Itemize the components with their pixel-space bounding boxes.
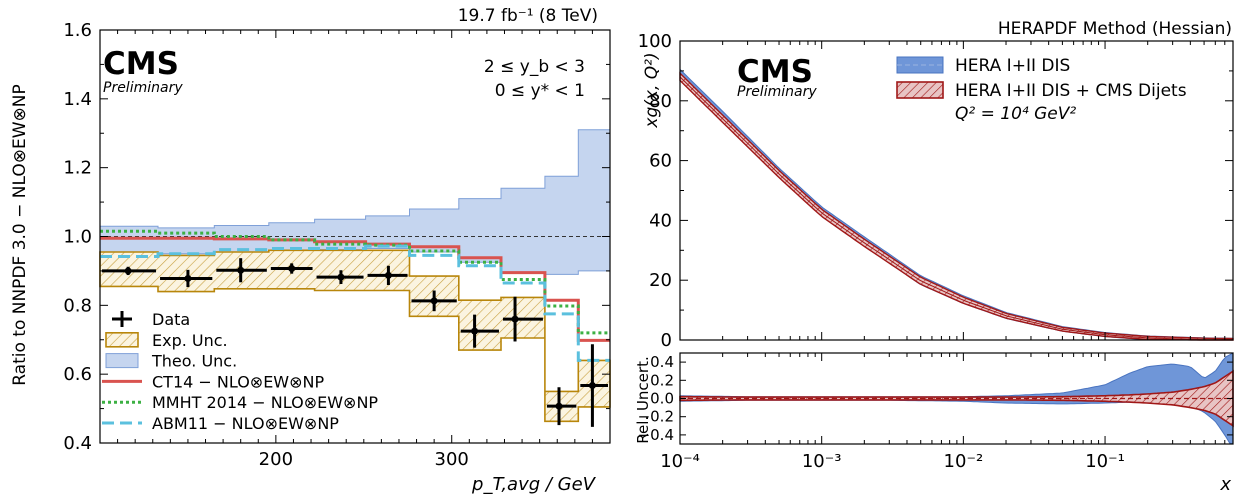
right-legend: HERA I+II DIS HERA I+II DIS + CMS Dijets [896, 56, 1187, 101]
legend-entry: Data [112, 310, 190, 329]
data-point [460, 314, 499, 348]
cms-logo-right: CMS [737, 54, 813, 90]
central-line-1 [679, 76, 1233, 341]
preliminary-right: Preliminary [737, 84, 817, 100]
rapidity-label-2: 0 ≤ y* < 1 [495, 81, 585, 101]
right-y-axis-label: xg(x, Q²) [642, 52, 662, 128]
data-point [411, 290, 457, 312]
q2-annotation: Q² = 10⁴ GeV² [955, 104, 1076, 124]
data-point [546, 387, 577, 426]
right-y-tick-label: 80 [649, 91, 672, 112]
right-y-tick-label: 60 [649, 151, 672, 172]
left-y-tick-label: 0.4 [63, 433, 92, 454]
ratio-y-tick-label: 0.4 [650, 353, 674, 371]
ratio-y-tick-label: 0.2 [650, 371, 674, 389]
data-point [270, 263, 313, 274]
ratio-y-axis-label: Rel. Uncert. [634, 356, 652, 443]
left-y-tick-label: 0.8 [63, 295, 92, 316]
legend-entry: Exp. Unc. [105, 331, 228, 350]
left-y-tick-label: 0.6 [63, 364, 92, 385]
right-x-tick-label: 10⁻² [944, 451, 984, 472]
legend-entry: HERA I+II DIS [896, 56, 1070, 76]
legend-entry: ABM11 − NLO⊗EW⊗NP [102, 414, 339, 433]
left-y-tick-label: 1.0 [63, 227, 92, 248]
preliminary-left: Preliminary [103, 80, 183, 96]
legend-entry: MMHT 2014 − NLO⊗EW⊗NP [102, 393, 378, 412]
data-point [102, 266, 157, 276]
series-line-2 [100, 244, 610, 362]
svg-text:HERA I+II DIS + CMS Dijets: HERA I+II DIS + CMS Dijets [955, 81, 1187, 101]
data-point [502, 296, 543, 342]
legend-entry: CT14 − NLO⊗EW⊗NP [102, 372, 325, 391]
rapidity-label-1: 2 ≤ y_b < 3 [484, 57, 585, 77]
left-chart: 0.4 0.6 0.8 1.0 1.2 1.4 1.6 200 300 19.7 fb⁻¹ (8… [10, 6, 611, 495]
left-y-tick-label: 1.6 [63, 20, 92, 41]
data-point [367, 265, 408, 286]
left-y-tick-label: 1.2 [63, 158, 92, 179]
svg-text:Theo. Unc.: Theo. Unc. [151, 352, 237, 371]
svg-text:ABM11 − NLO⊗EW⊗NP: ABM11 − NLO⊗EW⊗NP [152, 414, 339, 433]
right-y-tick-label: 20 [649, 270, 672, 291]
ratio-y-tick-label: −0.2 [638, 408, 674, 426]
legend-entry: Theo. Unc. [105, 352, 237, 371]
cms-logo-left: CMS [103, 46, 179, 82]
lumi-label: 19.7 fb⁻¹ (8 TeV) [458, 6, 598, 26]
data-point [580, 344, 608, 427]
svg-text:HERA I+II DIS: HERA I+II DIS [955, 56, 1070, 76]
left-y-tick-label: 1.4 [63, 89, 92, 110]
left-x-tick-label: 300 [435, 449, 469, 470]
left-x-tick-label: 200 [259, 449, 293, 470]
left-y-axis-label: Ratio to NNPDF 3.0 − NLO⊗EW⊗NP [10, 84, 30, 386]
data-point [160, 269, 213, 288]
right-chart: 0 20 40 60 80 100 10⁻⁴ 10⁻³ 10⁻² 10⁻¹ −0.4−0.20.0… [634, 19, 1234, 495]
ratio-y-tick-label: 0.0 [650, 390, 674, 408]
right-y-tick-label: 100 [638, 31, 672, 52]
left-legend: Data Exp. Unc. Theo. Unc.CT14 − NLO⊗EW⊗NP M… [102, 310, 378, 433]
right-title: HERAPDF Method (Hessian) [998, 19, 1232, 39]
right-x-axis-label: x [1219, 474, 1231, 495]
legend-entry: HERA I+II DIS + CMS Dijets [896, 81, 1187, 101]
data-point [316, 270, 364, 284]
right-y-tick-label: 40 [649, 210, 672, 231]
svg-text:Data: Data [152, 310, 190, 329]
right-x-tick-label: 10⁻³ [802, 451, 842, 472]
ratio-y-tick-label: −0.4 [638, 426, 674, 444]
right-x-tick-label: 10⁻¹ [1085, 451, 1125, 472]
svg-text:MMHT 2014 − NLO⊗EW⊗NP: MMHT 2014 − NLO⊗EW⊗NP [152, 393, 378, 412]
svg-text:Exp. Unc.: Exp. Unc. [152, 331, 228, 350]
right-x-tick-label: 10⁻⁴ [660, 451, 700, 472]
left-x-axis-label: p_T,avg / GeV [471, 474, 597, 495]
svg-text:CT14 − NLO⊗EW⊗NP: CT14 − NLO⊗EW⊗NP [152, 372, 325, 391]
right-y-tick-label: 0 [661, 330, 672, 351]
data-point [216, 258, 267, 283]
